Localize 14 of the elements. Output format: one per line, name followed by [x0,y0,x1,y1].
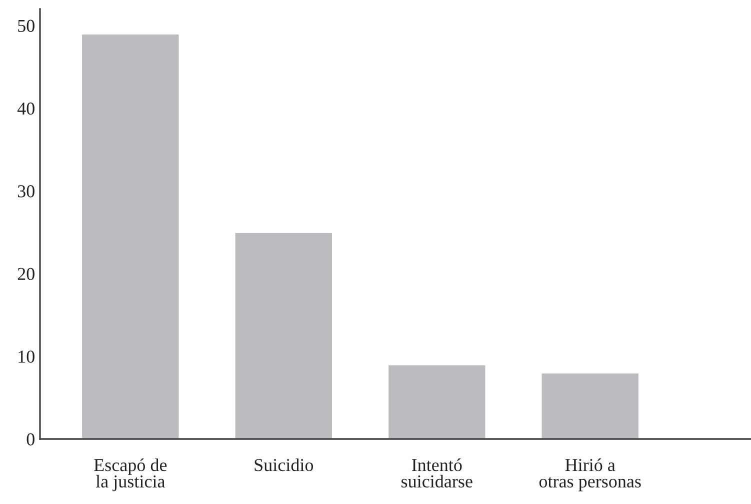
y-tick-label: 20 [18,268,34,280]
bar [387,364,487,439]
y-tick-label: 50 [18,20,34,32]
y-tick-label: 40 [17,102,34,115]
x-tick-label: Hirió a otras personas [539,458,641,492]
x-tick-label: Suicidio [254,458,314,472]
y-tick-label: 10 [18,350,34,363]
y-tick-label: 30 [18,185,34,198]
bar [234,232,334,439]
x-tick-label: Intentó suicidarse [402,458,472,488]
bar [540,372,640,439]
y-tick-label: 0 [26,433,34,446]
x-tick-label: Escapó de la justicia [94,458,167,492]
bar [80,33,180,439]
